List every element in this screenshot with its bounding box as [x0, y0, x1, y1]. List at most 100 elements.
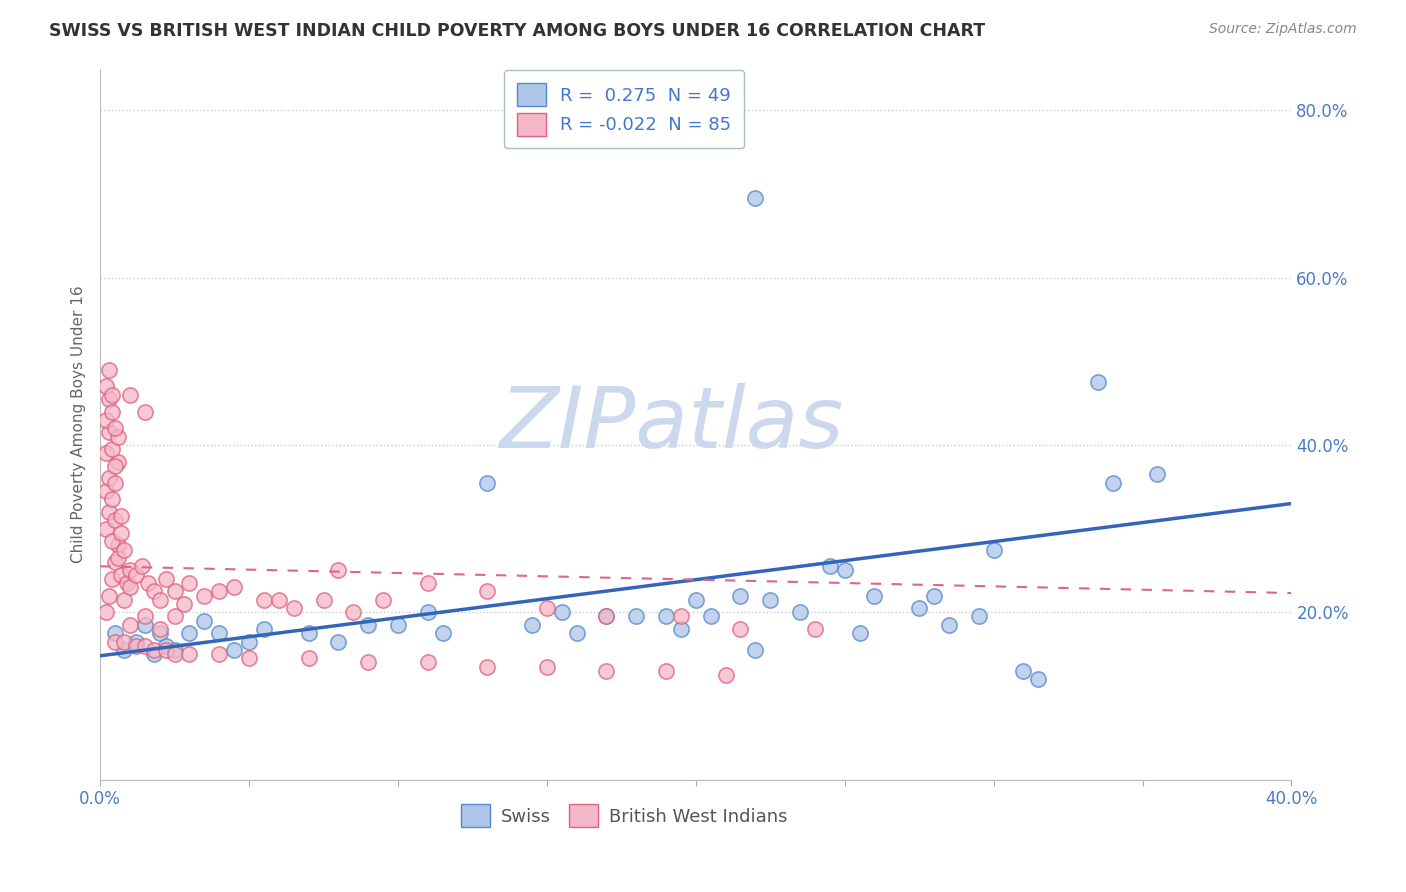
Point: [155, 639, 177, 653]
Point: [922, 589, 945, 603]
Point: [104, 513, 127, 527]
Point: [98, 425, 121, 440]
Point: [595, 609, 617, 624]
Point: [115, 576, 138, 591]
Point: [685, 592, 707, 607]
Point: [626, 609, 648, 624]
Point: [118, 388, 141, 402]
Point: [107, 455, 129, 469]
Point: [179, 647, 201, 661]
Point: [104, 634, 127, 648]
Point: [163, 584, 186, 599]
Point: [477, 584, 499, 599]
Point: [101, 388, 124, 402]
Point: [328, 634, 350, 648]
Point: [104, 475, 127, 490]
Point: [155, 572, 177, 586]
Point: [193, 614, 215, 628]
Point: [699, 609, 721, 624]
Point: [134, 404, 156, 418]
Point: [94, 446, 117, 460]
Point: [1101, 475, 1123, 490]
Point: [110, 525, 132, 540]
Point: [142, 647, 165, 661]
Point: [416, 605, 439, 619]
Point: [98, 392, 121, 406]
Point: [94, 605, 117, 619]
Y-axis label: Child Poverty Among Boys Under 16: Child Poverty Among Boys Under 16: [72, 285, 86, 563]
Point: [714, 668, 737, 682]
Point: [967, 609, 990, 624]
Point: [551, 605, 574, 619]
Point: [432, 626, 454, 640]
Point: [848, 626, 870, 640]
Point: [477, 659, 499, 673]
Point: [134, 609, 156, 624]
Point: [759, 592, 782, 607]
Point: [536, 601, 558, 615]
Point: [118, 564, 141, 578]
Point: [283, 601, 305, 615]
Point: [238, 634, 260, 648]
Point: [477, 475, 499, 490]
Point: [536, 659, 558, 673]
Point: [253, 622, 276, 636]
Point: [789, 605, 811, 619]
Point: [565, 626, 588, 640]
Point: [112, 634, 135, 648]
Point: [224, 643, 246, 657]
Point: [595, 664, 617, 678]
Point: [107, 429, 129, 443]
Point: [193, 589, 215, 603]
Point: [98, 505, 121, 519]
Point: [983, 542, 1005, 557]
Point: [253, 592, 276, 607]
Point: [125, 634, 148, 648]
Point: [908, 601, 931, 615]
Point: [155, 643, 177, 657]
Point: [94, 522, 117, 536]
Point: [163, 647, 186, 661]
Point: [744, 191, 766, 205]
Point: [101, 572, 124, 586]
Point: [1012, 664, 1035, 678]
Point: [595, 609, 617, 624]
Point: [107, 550, 129, 565]
Point: [238, 651, 260, 665]
Point: [312, 592, 335, 607]
Point: [224, 580, 246, 594]
Point: [136, 576, 159, 591]
Point: [267, 592, 290, 607]
Point: [104, 421, 127, 435]
Point: [94, 413, 117, 427]
Point: [98, 589, 121, 603]
Point: [104, 626, 127, 640]
Point: [416, 656, 439, 670]
Point: [163, 643, 186, 657]
Point: [834, 564, 856, 578]
Point: [730, 622, 752, 636]
Point: [112, 643, 135, 657]
Point: [94, 483, 117, 498]
Point: [110, 509, 132, 524]
Point: [110, 567, 132, 582]
Point: [208, 647, 231, 661]
Point: [669, 609, 692, 624]
Text: SWISS VS BRITISH WEST INDIAN CHILD POVERTY AMONG BOYS UNDER 16 CORRELATION CHART: SWISS VS BRITISH WEST INDIAN CHILD POVER…: [49, 22, 986, 40]
Point: [104, 555, 127, 569]
Point: [938, 617, 960, 632]
Point: [94, 379, 117, 393]
Point: [101, 492, 124, 507]
Point: [357, 617, 380, 632]
Point: [208, 584, 231, 599]
Point: [297, 651, 319, 665]
Point: [730, 589, 752, 603]
Point: [863, 589, 886, 603]
Point: [179, 626, 201, 640]
Point: [520, 617, 543, 632]
Point: [744, 643, 766, 657]
Point: [142, 643, 165, 657]
Text: Source: ZipAtlas.com: Source: ZipAtlas.com: [1209, 22, 1357, 37]
Point: [371, 592, 394, 607]
Point: [101, 442, 124, 457]
